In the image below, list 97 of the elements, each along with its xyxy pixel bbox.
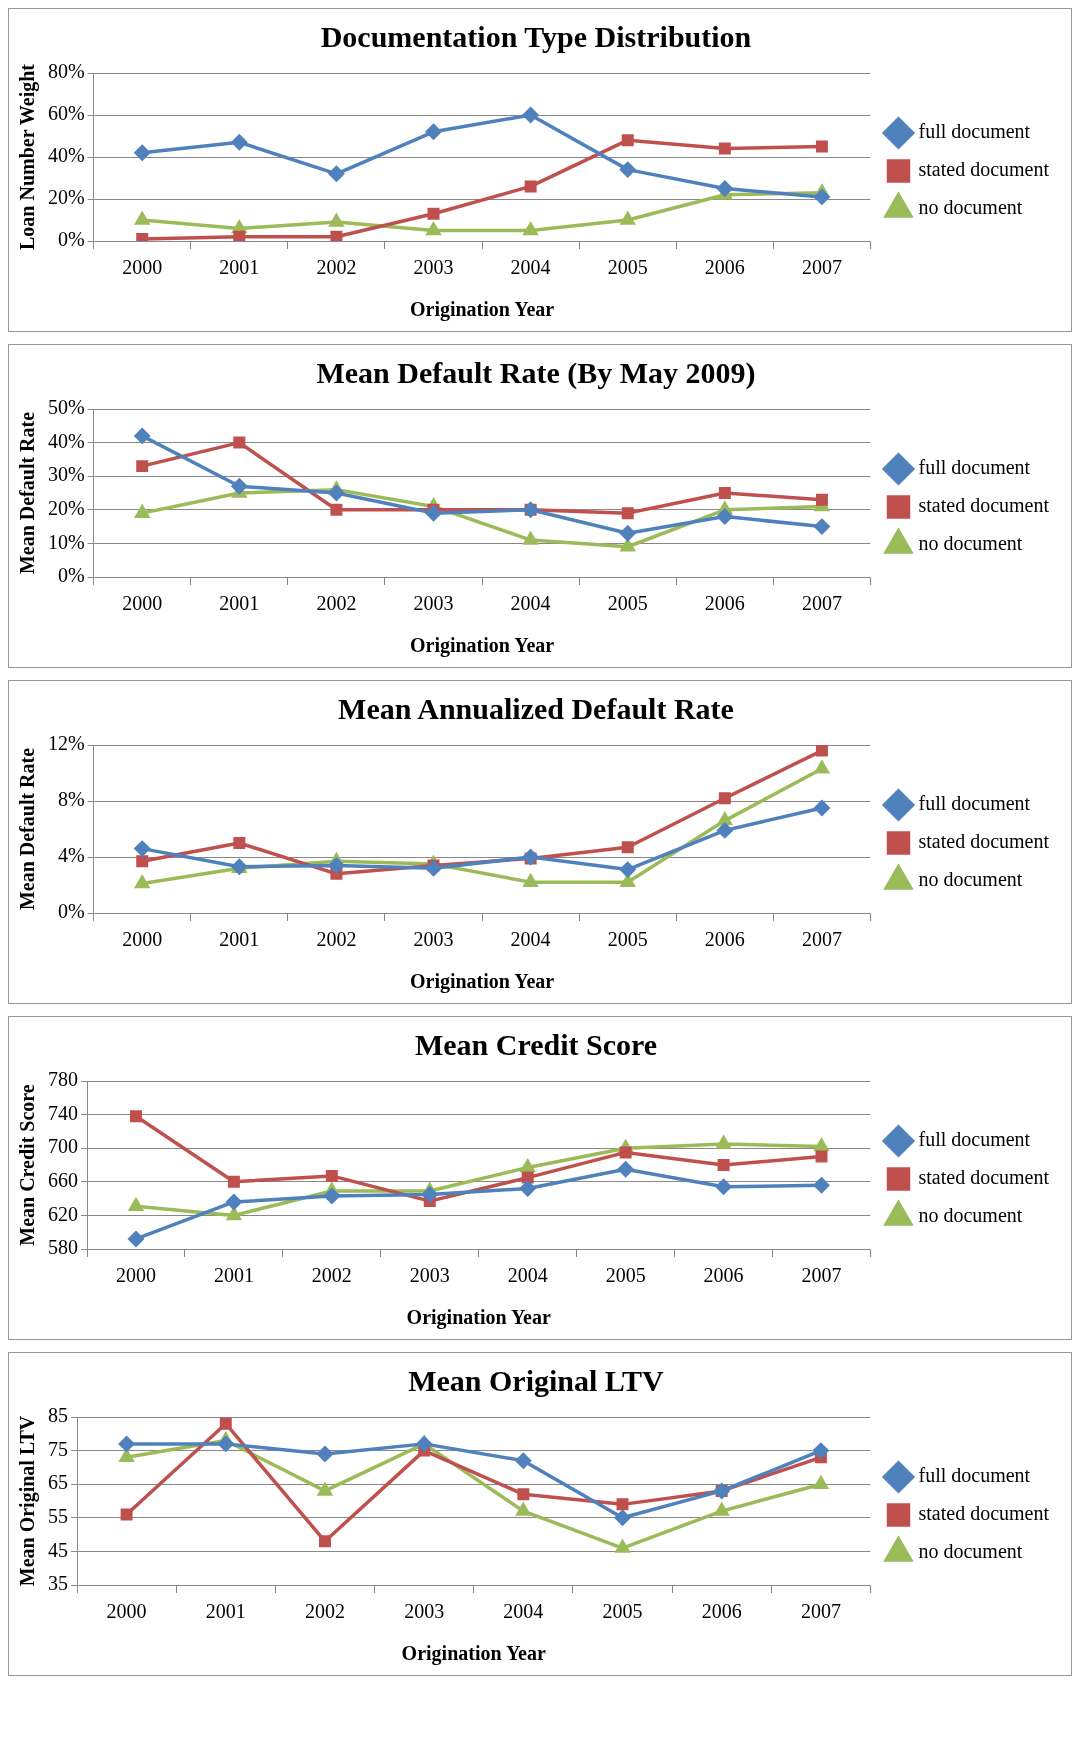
legend-label: full document	[918, 1464, 1031, 1487]
x-tick-label: 2001	[219, 928, 260, 951]
x-tick-label: 2006	[704, 928, 745, 951]
x-tick-label: 2001	[213, 1264, 254, 1287]
y-tick-label: 20%	[47, 497, 85, 520]
chart-title: Mean Default Rate (By May 2009)	[316, 355, 756, 390]
legend-label: stated document	[918, 1502, 1050, 1525]
y-tick-label: 65	[48, 1471, 68, 1494]
x-axis-title: Origination Year	[401, 1642, 546, 1666]
chart-title: Mean Annualized Default Rate	[338, 691, 734, 725]
y-tick-label: 780	[48, 1068, 78, 1091]
x-tick-label: 2007	[801, 1264, 842, 1287]
x-tick-label: 2001	[219, 256, 260, 279]
y-tick-label: 660	[48, 1169, 78, 1192]
x-tick-label: 2002	[304, 1600, 345, 1623]
x-tick-label: 2002	[316, 592, 357, 615]
y-tick-label: 35	[48, 1572, 68, 1595]
legend-label: full document	[918, 1128, 1031, 1151]
chart-title: Mean Credit Score	[414, 1027, 658, 1061]
x-tick-label: 2005	[607, 256, 648, 279]
x-tick-label: 2004	[507, 1264, 548, 1287]
legend-label: full document	[918, 456, 1031, 479]
y-tick-label: 80%	[47, 60, 85, 83]
chart-title: Mean Original LTV	[408, 1363, 665, 1397]
y-tick-label: 700	[48, 1135, 78, 1158]
y-tick-label: 30%	[47, 463, 85, 486]
legend-label: no document	[918, 1540, 1023, 1563]
x-tick-label: 2003	[413, 928, 454, 951]
legend-label: stated document	[918, 494, 1050, 517]
x-tick-label: 2000	[122, 928, 163, 951]
chart-title: Documentation Type Distribution	[320, 19, 752, 53]
x-tick-label: 2005	[607, 592, 648, 615]
y-tick-label: 40%	[47, 144, 85, 167]
legend-label: stated document	[918, 1166, 1050, 1189]
y-axis-title: Mean Default Rate	[16, 411, 39, 575]
y-tick-label: 4%	[57, 844, 85, 867]
x-tick-label: 2003	[413, 256, 454, 279]
y-tick-label: 10%	[47, 530, 85, 553]
y-tick-label: 55	[48, 1505, 68, 1528]
x-tick-label: 2002	[311, 1264, 352, 1287]
x-tick-label: 2006	[703, 1264, 744, 1287]
x-tick-label: 2001	[205, 1600, 246, 1623]
x-tick-label: 2000	[106, 1600, 147, 1623]
x-tick-label: 2007	[801, 256, 842, 279]
legend-label: full document	[918, 792, 1031, 815]
x-tick-label: 2004	[510, 256, 551, 279]
x-axis-title: Origination Year	[409, 298, 555, 322]
x-tick-label: 2006	[704, 592, 745, 615]
legend-label: full document	[918, 120, 1031, 143]
y-axis-title: Loan Number Weight	[16, 63, 40, 250]
y-axis-title: Mean Credit Score	[16, 1084, 39, 1246]
legend-label: no document	[918, 196, 1023, 219]
x-tick-label: 2003	[413, 592, 454, 615]
y-tick-label: 0%	[57, 564, 85, 587]
y-tick-label: 75	[48, 1437, 68, 1460]
y-tick-label: 0%	[57, 900, 85, 923]
x-axis-title: Origination Year	[409, 970, 555, 994]
legend-label: stated document	[918, 158, 1050, 181]
x-axis-title: Origination Year	[409, 634, 555, 658]
x-tick-label: 2005	[605, 1264, 646, 1287]
y-tick-label: 45	[48, 1538, 68, 1561]
x-tick-label: 2005	[602, 1600, 643, 1623]
y-tick-label: 60%	[47, 102, 85, 125]
x-tick-label: 2001	[219, 592, 260, 615]
y-tick-label: 620	[48, 1202, 78, 1225]
y-axis-title: Mean Default Rate	[16, 747, 39, 911]
legend-label: no document	[918, 1204, 1023, 1227]
x-tick-label: 2002	[316, 928, 357, 951]
x-axis-title: Origination Year	[406, 1306, 551, 1330]
x-tick-label: 2007	[801, 928, 842, 951]
y-tick-label: 50%	[47, 396, 85, 419]
x-tick-label: 2004	[510, 592, 551, 615]
x-tick-label: 2004	[510, 928, 551, 951]
x-tick-label: 2007	[801, 592, 842, 615]
y-tick-label: 580	[48, 1236, 78, 1259]
x-tick-label: 2006	[704, 256, 745, 279]
y-axis-title: Mean Original LTV	[16, 1415, 40, 1587]
x-tick-label: 2006	[701, 1600, 742, 1623]
x-tick-label: 2000	[115, 1264, 156, 1287]
y-tick-label: 740	[48, 1101, 78, 1124]
x-tick-label: 2000	[122, 256, 163, 279]
y-tick-label: 12%	[47, 732, 85, 755]
y-tick-label: 8%	[57, 788, 85, 811]
legend-label: no document	[918, 868, 1023, 891]
x-tick-label: 2004	[503, 1600, 544, 1623]
x-tick-label: 2007	[800, 1600, 841, 1623]
x-tick-label: 2003	[409, 1264, 450, 1287]
y-tick-label: 20%	[47, 186, 85, 209]
x-tick-label: 2000	[122, 592, 163, 615]
x-tick-label: 2002	[316, 256, 357, 279]
legend-label: stated document	[918, 830, 1050, 853]
x-tick-label: 2005	[607, 928, 648, 951]
x-tick-label: 2003	[404, 1600, 445, 1623]
y-tick-label: 0%	[57, 228, 85, 251]
y-tick-label: 40%	[47, 429, 85, 452]
y-tick-label: 85	[48, 1404, 68, 1427]
legend-label: no document	[918, 532, 1023, 555]
